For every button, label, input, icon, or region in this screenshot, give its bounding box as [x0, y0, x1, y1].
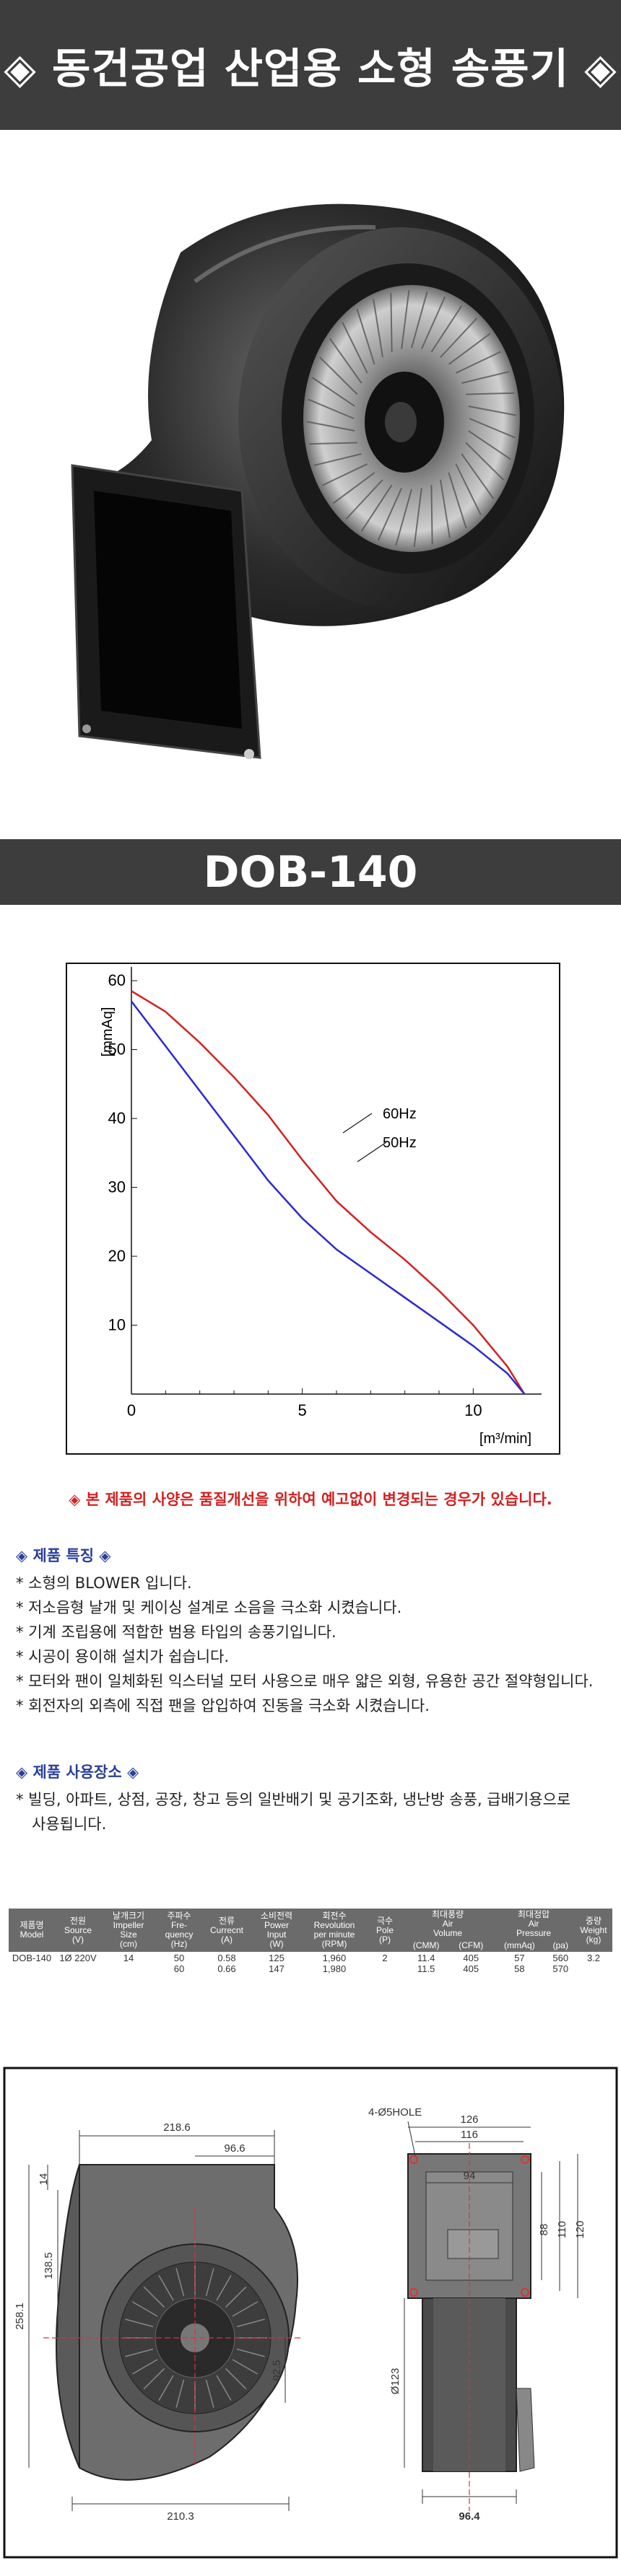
y-tick-label: 10	[108, 1316, 126, 1334]
spec-table-wrap: 제품명 Model 전원 Source (V) 날개크기 Impeller Size (cm…	[9, 1909, 612, 1975]
th-freq: 주파수 Fre-quency (Hz)	[156, 1909, 202, 1952]
usage-line: * 빌딩, 아파트, 상점, 공장, 창고 등의 일반배기 및 공기조화, 냉난…	[16, 1791, 571, 1808]
th-pa: (pa)	[546, 1940, 575, 1952]
product-photo	[0, 137, 621, 830]
spec-table: 제품명 Model 전원 Source (V) 날개크기 Impeller Size (cm…	[9, 1909, 612, 1975]
dim-front-width: 218.6	[163, 2121, 191, 2134]
cell-cfm: 405 405	[463, 1953, 479, 1974]
th-weight: 중량 Weight (kg)	[575, 1909, 612, 1952]
cell-mmaq: 57 58	[514, 1953, 525, 1974]
th-pole: 극수 Pole (P)	[367, 1909, 403, 1952]
y-tick-label: 60	[108, 971, 126, 989]
model-name: DOB-140	[203, 846, 418, 898]
legend-leader	[357, 1142, 387, 1162]
cell-rpm: 1,960 1,980	[322, 1953, 347, 1974]
th-impeller: 날개크기 Impeller Size (cm)	[101, 1909, 156, 1952]
cell-source: 1Ø 220V	[59, 1953, 97, 1963]
series-line-50Hz	[131, 1000, 526, 1395]
x-tick-label: 10	[464, 1401, 482, 1419]
y-tick-label: 20	[108, 1247, 126, 1265]
dim-front-right-mid: 92.5	[271, 2360, 283, 2380]
dim-side-r3: 120	[574, 2220, 586, 2238]
feature-item: * 기계 조립용에 적합한 범용 타입의 송풍기입니다.	[16, 1624, 336, 1641]
hub-center	[385, 402, 417, 442]
feature-item: * 모터와 팬이 일체화된 익스터널 모터 사용으로 매우 얇은 외형, 유용한…	[16, 1673, 594, 1690]
feature-item: * 소형의 BLOWER 입니다.	[16, 1574, 192, 1592]
usage-line: 사용됩니다.	[32, 1815, 107, 1833]
feature-item: * 회전자의 외측에 직접 팬을 압입하여 진동을 극소화 시켰습니다.	[16, 1697, 430, 1714]
drawing-frame	[3, 2067, 618, 2559]
th-power: 소비전력 Power Input (W)	[251, 1909, 302, 1952]
cell-cmm: 11.4 11.5	[417, 1953, 435, 1974]
dim-front-left-small: 14	[38, 2173, 50, 2186]
table-row: DOB-140 1Ø 220V 14 50 60 0.58 0.66 125 147 …	[9, 1952, 612, 1975]
cell-power: 125 147	[269, 1953, 285, 1974]
chart-frame	[66, 963, 560, 1455]
page-title: ◈ 동건공업 산업용 소형 송풍기 ◈	[4, 44, 617, 93]
dim-side-r1: 88	[538, 2224, 550, 2236]
th-source: 전원 Source (V)	[55, 1909, 101, 1952]
technical-drawing: 218.6 96.6 14 138.5 258.1 92.5 210.3	[0, 2064, 621, 2562]
legend-label: 50Hz	[383, 1135, 417, 1151]
legend-label: 60Hz	[383, 1106, 417, 1122]
page-title-banner: ◈ 동건공업 산업용 소형 송풍기 ◈	[0, 0, 621, 130]
y-tick-label: 40	[108, 1109, 126, 1127]
th-mmaq: (mmAq)	[492, 1940, 547, 1952]
y-tick-label: 30	[108, 1178, 126, 1196]
features-heading: ◈ 제품 특징 ◈	[16, 1547, 111, 1564]
legend-leader	[342, 1113, 373, 1134]
chart-svg: [mmAq] [m³/min] 10 20 30 40 50 60 0 5 10 60Hz 50…	[66, 963, 560, 1455]
side-view: 4-Ø5HOLE 126 116 94 88 110 120 Ø123 96.4	[368, 2106, 586, 2523]
cell-current: 0.58 0.66	[217, 1953, 236, 1974]
y-axis-label: [mmAq]	[100, 1007, 116, 1057]
usage-heading: ◈ 제품 사용장소 ◈	[16, 1764, 139, 1781]
cell-freq: 50 60	[173, 1953, 185, 1974]
dim-side-r2: 110	[556, 2221, 568, 2238]
th-cmm: (CMM)	[403, 1940, 450, 1952]
x-axis-label: [m³/min]	[479, 1431, 531, 1447]
mount-hole-icon	[244, 749, 254, 759]
dim-front-left-total: 258.1	[14, 2303, 26, 2330]
cell-model: DOB-140	[12, 1953, 52, 1963]
performance-chart: [mmAq] [m³/min] 10 20 30 40 50 60 0 5 10 60Hz 50…	[0, 960, 621, 1465]
dim-side-bottom: 96.4	[459, 2510, 480, 2523]
dim-side-top-outer: 126	[460, 2113, 478, 2126]
dim-side-diameter: Ø123	[389, 2368, 401, 2395]
x-tick-label: 5	[298, 1401, 307, 1419]
blower-illustration	[71, 203, 565, 759]
outlet-opening	[94, 491, 242, 729]
dim-front-left-mid: 138.5	[43, 2252, 55, 2279]
y-tick-label: 50	[108, 1041, 126, 1059]
fan-blades	[306, 289, 517, 548]
x-tick-label: 0	[127, 1401, 136, 1419]
feature-item: * 시공이 용이해 설치가 쉽습니다.	[16, 1648, 230, 1665]
model-banner: DOB-140	[0, 839, 621, 905]
th-air-volume: 최대풍량 Air Volume	[403, 1909, 493, 1940]
cell-weight: 3.2	[586, 1953, 601, 1963]
th-air-pressure: 최대정압 Air Pressure	[492, 1909, 575, 1940]
dim-side-hole: 4-Ø5HOLE	[368, 2106, 422, 2119]
front-view: 218.6 96.6 14 138.5 258.1 92.5 210.3	[14, 2121, 303, 2523]
dim-side-top-inner: 116	[461, 2129, 478, 2141]
th-model: 제품명 Model	[9, 1909, 55, 1952]
feature-item: * 저소음형 날개 및 케이싱 설계로 소음을 극소화 시켰습니다.	[16, 1599, 402, 1616]
cell-impeller: 14	[123, 1953, 134, 1963]
dim-front-inner: 96.6	[224, 2142, 245, 2155]
notice-text: ◈ 본 제품의 사양은 품질개선을 위하여 예고없이 변경되는 경우가 있습니다…	[69, 1491, 552, 1508]
series-line-60Hz	[131, 990, 526, 1395]
th-cfm: (CFM)	[449, 1940, 493, 1952]
dim-front-bottom: 210.3	[167, 2510, 194, 2523]
cell-pole: 2	[382, 1953, 388, 1963]
cell-pa: 560 570	[552, 1953, 569, 1974]
drawing-svg: 218.6 96.6 14 138.5 258.1 92.5 210.3	[3, 2067, 618, 2559]
th-rpm: 회전수 Revolution per minute (RPM)	[302, 1909, 367, 1952]
mount-hole-icon	[82, 724, 91, 733]
th-current: 전류 Currecnt (A)	[202, 1909, 251, 1952]
dim-side-inner: 94	[464, 2170, 476, 2182]
